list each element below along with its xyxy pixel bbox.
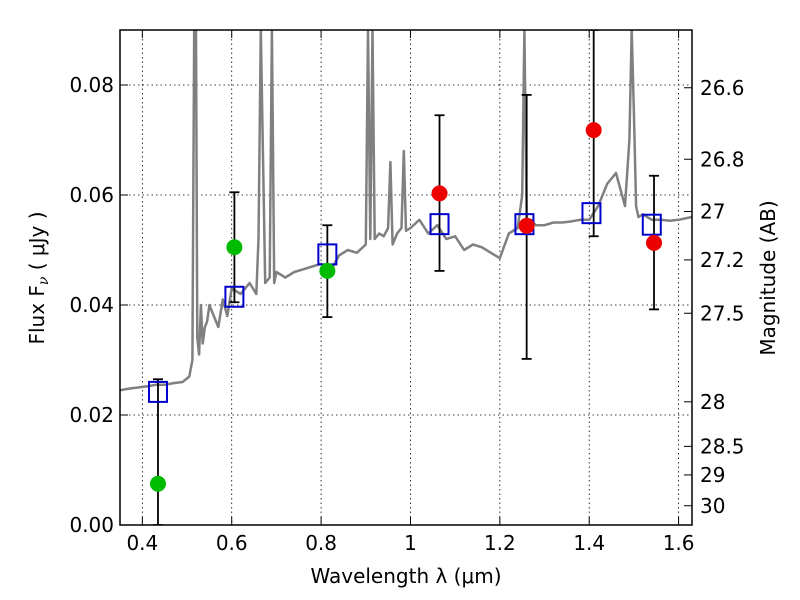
model-photometry-marker [581,202,602,225]
model-photometry-marker [429,213,450,236]
observed-flux-marker [149,475,166,492]
observed-flux-marker [585,122,602,139]
y-tick-label: 0.08 [69,73,114,97]
y-tick-label: 0.02 [69,403,114,427]
magnitude-tick-label: 27 [700,200,725,224]
x-tick-label: 1.6 [663,531,695,555]
observed-flux-marker [646,234,663,251]
magnitude-tick-label: 26.8 [700,147,745,171]
magnitude-tick-label: 30 [700,494,725,518]
grid-lines [120,30,692,526]
y-tick-label: 0.00 [69,513,114,537]
x-axis-label: Wavelength λ (μm) [310,564,501,588]
magnitude-tick-label: 28 [700,390,725,414]
magnitude-tick-label: 29 [700,463,725,487]
magnitude-axis-label: Magnitude (AB) [756,200,780,355]
x-tick-label: 1.4 [573,531,605,555]
plot-area [120,30,692,525]
observed-flux-marker [431,185,448,202]
y-tick-label: 0.04 [69,293,114,317]
observed-flux-marker [518,217,535,234]
y-tick-label: 0.06 [69,183,114,207]
magnitude-tick-label: 27.5 [700,301,745,325]
magnitude-tick-label: 26.6 [700,76,745,100]
axis-ticks: 0.4 0.6 0.8 1 1.2 1.4 1.6 0.00 0.02 0.04 0.06 0.08 2… [69,30,745,555]
spectrum-line [120,30,692,392]
x-tick-label: 1 [404,531,417,555]
x-tick-label: 1.2 [484,531,516,555]
magnitude-tick-label: 27.2 [700,248,745,272]
y-axis-label: Flux Fν ( μJy ) [25,211,52,344]
y-axis-label-main: Flux F [25,285,49,344]
y-axis-label-unit: ( μJy ) [25,211,49,276]
observed-flux-marker [319,262,336,279]
x-tick-label: 0.8 [305,531,337,555]
model-photometry-marker [147,380,168,403]
plot-frame [119,29,693,526]
model-photometry-marker [641,213,662,236]
magnitude-tick-label: 28.5 [700,434,745,458]
y-axis-label-subscript: ν [36,276,52,285]
x-tick-label: 0.4 [126,531,158,555]
x-tick-label: 0.6 [216,531,248,555]
model-photometry-marker [224,285,245,308]
observed-flux-marker [226,239,243,256]
